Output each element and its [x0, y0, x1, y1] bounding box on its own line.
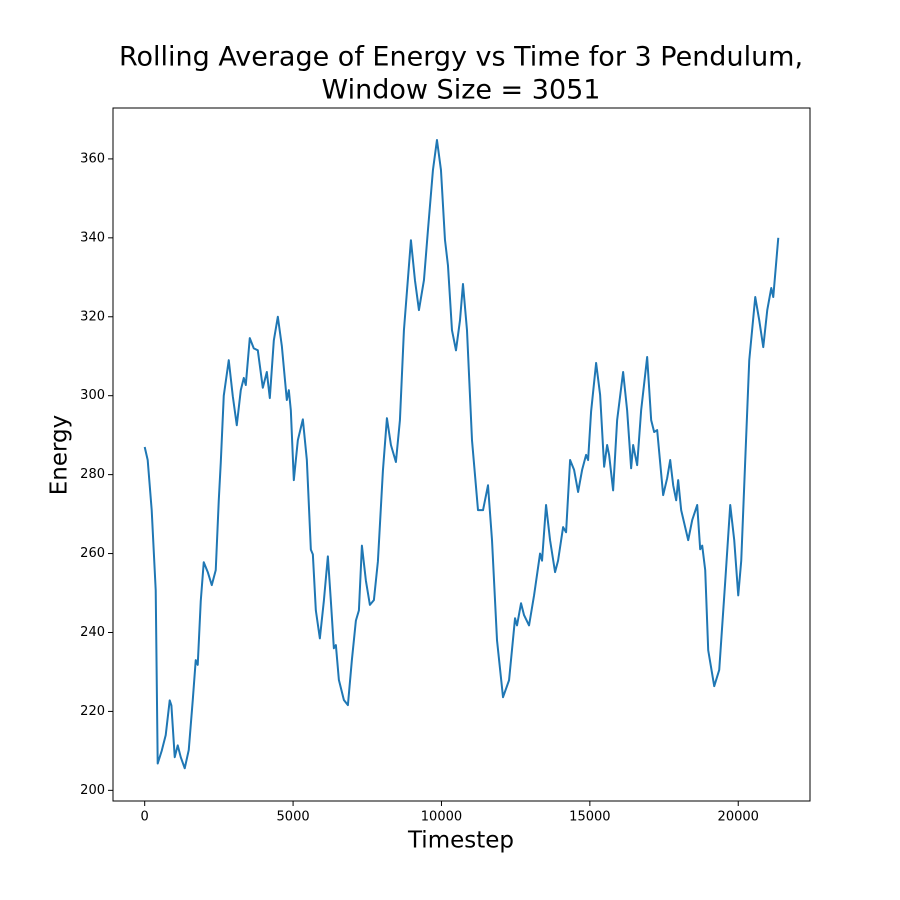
y-tick-label: 340: [80, 230, 105, 245]
y-tick-label: 260: [80, 546, 105, 561]
y-tick-label: 240: [80, 625, 105, 640]
x-tick-label: 15000: [569, 810, 610, 825]
y-tick-label: 360: [80, 151, 105, 166]
y-tick-label: 220: [80, 704, 105, 719]
x-tick-label: 20000: [718, 810, 759, 825]
plot-frame: [112, 107, 811, 802]
x-axis-label: Timestep: [407, 828, 514, 854]
chart-title: Window Size = 3051: [322, 75, 601, 106]
chart-title: Rolling Average of Energy vs Time for 3 …: [119, 42, 803, 73]
x-tick-label: 0: [141, 810, 149, 825]
x-tick-label: 5000: [277, 810, 310, 825]
y-axis-label: Energy: [47, 415, 73, 496]
data-line: [143, 138, 780, 770]
x-tick-label: 10000: [421, 810, 462, 825]
y-tick-label: 320: [80, 309, 105, 324]
y-tick-label: 300: [80, 388, 105, 403]
y-tick-label: 200: [80, 783, 105, 798]
y-tick-label: 280: [80, 467, 105, 482]
